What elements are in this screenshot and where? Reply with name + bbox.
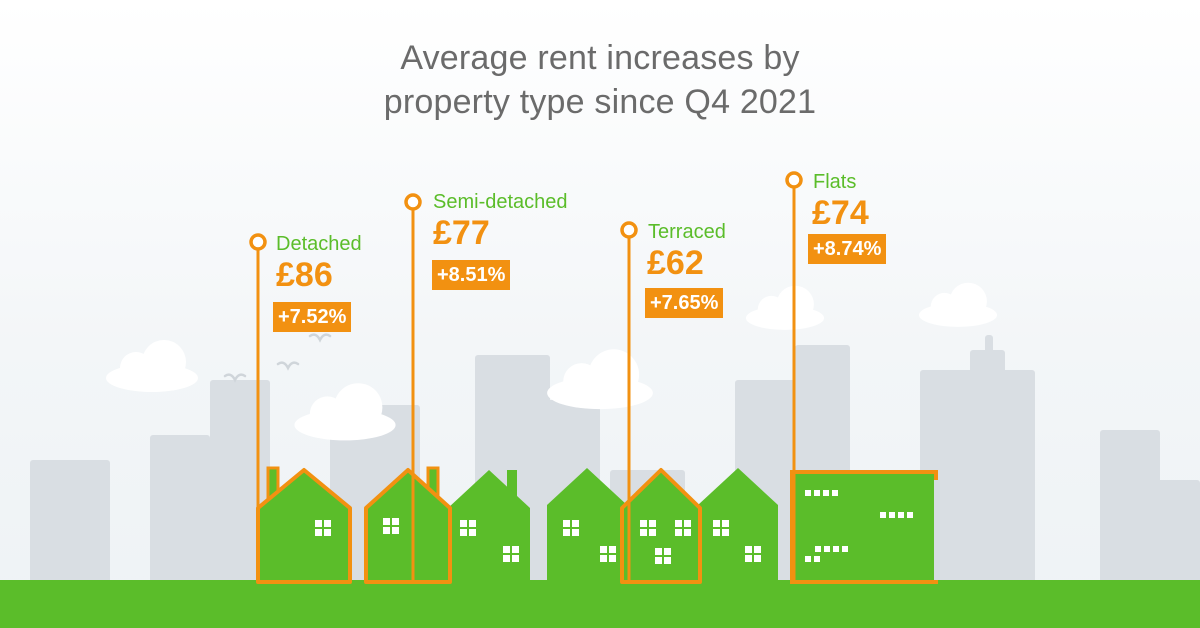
window-icon <box>503 546 519 562</box>
window-icon <box>655 548 671 564</box>
flat-window <box>805 556 811 562</box>
flat-window <box>824 546 830 552</box>
flats-building-icon <box>790 470 940 584</box>
category-label-terraced: Terraced <box>648 221 726 243</box>
change-badge-flats: +8.74% <box>808 234 887 264</box>
marker-semi-detached <box>404 193 422 582</box>
bird-icon <box>276 361 300 371</box>
category-label-flats: Flats <box>813 171 857 193</box>
category-label-semi-detached: Semi-detached <box>433 191 568 213</box>
window-icon <box>315 520 331 536</box>
cloud-icon <box>294 383 396 441</box>
pin-circle-icon <box>785 171 803 189</box>
bird-icon <box>223 373 247 383</box>
flat-window <box>823 490 829 496</box>
pin-circle-icon <box>249 233 267 251</box>
house-icon <box>364 468 452 584</box>
flat-window <box>842 546 848 552</box>
background-building <box>970 350 1005 390</box>
chart-title-line-2: property type since Q4 2021 <box>383 83 817 121</box>
change-badge-semi-detached: +8.51% <box>432 260 511 290</box>
bird-icon <box>308 333 332 343</box>
flats-building <box>790 470 938 584</box>
category-label-detached: Detached <box>276 233 362 255</box>
flat-window <box>814 490 820 496</box>
house-semi-detached <box>364 466 452 584</box>
flat-window <box>805 490 811 496</box>
value-label-detached: £86 <box>276 256 333 294</box>
background-building <box>150 435 210 590</box>
window-icon <box>563 520 579 536</box>
value-label-semi-detached: £77 <box>433 214 490 252</box>
window-icon <box>460 520 476 536</box>
background-building <box>30 460 110 590</box>
cloud-icon <box>106 340 198 392</box>
chart-title-line-1: Average rent increases by <box>400 39 800 77</box>
house-terraced <box>620 468 702 584</box>
background-building <box>1100 430 1160 590</box>
window-icon <box>675 520 691 536</box>
pin-circle-icon <box>620 221 638 239</box>
flats-building-shadow <box>934 480 940 580</box>
flat-window <box>832 490 838 496</box>
cloud-icon <box>745 285 825 330</box>
flat-window <box>833 546 839 552</box>
flat-window <box>889 512 895 518</box>
window-icon <box>713 520 729 536</box>
cloud-icon <box>918 282 998 327</box>
background-building <box>210 380 270 590</box>
value-label-flats: £74 <box>812 194 869 232</box>
value-label-terraced: £62 <box>647 244 704 282</box>
flat-window <box>898 512 904 518</box>
marker-flats <box>785 171 803 582</box>
marker-detached <box>249 233 267 582</box>
background-building <box>985 335 993 355</box>
window-icon <box>640 520 656 536</box>
window-icon <box>745 546 761 562</box>
ground <box>0 580 1200 628</box>
background-building <box>920 370 1035 590</box>
change-badge-detached: +7.52% <box>273 302 352 332</box>
chimney <box>507 470 517 500</box>
window-icon <box>383 518 399 534</box>
change-badge-terraced: +7.65% <box>645 288 724 318</box>
flat-window <box>880 512 886 518</box>
flat-window <box>814 556 820 562</box>
pin-circle-icon <box>404 193 422 211</box>
flat-window <box>907 512 913 518</box>
flat-window <box>815 546 821 552</box>
window-icon <box>600 546 616 562</box>
house-icon <box>620 468 702 584</box>
marker-terraced <box>620 221 638 582</box>
cloud-icon <box>547 349 653 410</box>
